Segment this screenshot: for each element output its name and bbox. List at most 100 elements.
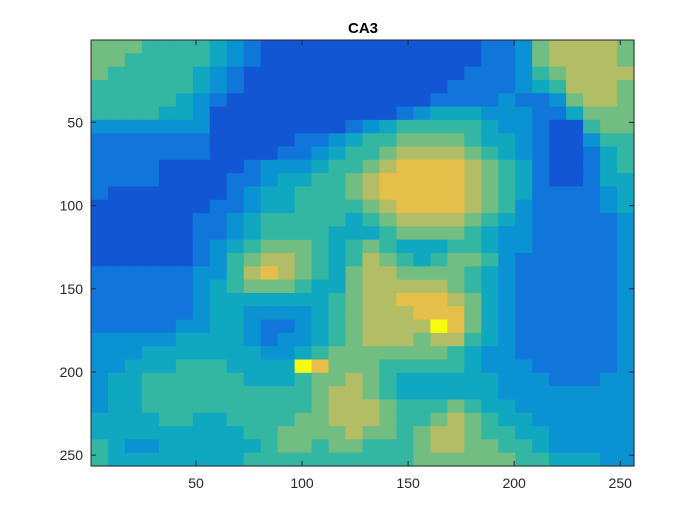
- heatmap-cell: [124, 292, 143, 307]
- heatmap-cell: [430, 452, 448, 467]
- heatmap-cell: [532, 319, 550, 334]
- heatmap-cell: [158, 146, 177, 161]
- heatmap-cell: [107, 239, 126, 254]
- heatmap-cell: [396, 40, 415, 54]
- heatmap-cell: [413, 359, 431, 374]
- heatmap-cell: [209, 133, 228, 148]
- heatmap-cell: [124, 359, 143, 374]
- heatmap-cell: [192, 306, 211, 321]
- heatmap-cell: [328, 79, 347, 94]
- heatmap-cell: [311, 279, 330, 294]
- heatmap-cell: [362, 452, 381, 467]
- heatmap-cell: [294, 106, 313, 121]
- heatmap-cell: [345, 386, 364, 401]
- heatmap-cell: [481, 346, 499, 361]
- heatmap-cell: [226, 146, 245, 161]
- heatmap-cell: [515, 226, 533, 241]
- heatmap-cell: [124, 213, 143, 227]
- heatmap-cell: [328, 93, 347, 108]
- heatmap-cell: [532, 372, 550, 387]
- heatmap-cell: [413, 40, 431, 54]
- heatmap-cell: [141, 173, 160, 188]
- heatmap-cell: [260, 412, 279, 427]
- heatmap-cell: [328, 159, 347, 174]
- heatmap-cell: [481, 452, 499, 467]
- heatmap-cell: [532, 279, 550, 294]
- heatmap-cell: [583, 119, 601, 134]
- heatmap-cell: [600, 159, 618, 174]
- heatmap-cell: [192, 53, 211, 68]
- heatmap-cell: [158, 186, 177, 201]
- heatmap-cell: [175, 40, 194, 54]
- heatmap-cell: [532, 452, 550, 467]
- heatmap-cell: [481, 186, 499, 201]
- heatmap-cell: [498, 199, 516, 214]
- heatmap-cell: [107, 359, 126, 374]
- heatmap-cell: [294, 439, 313, 454]
- heatmap-cell: [566, 359, 584, 374]
- heatmap-cell: [175, 79, 194, 94]
- heatmap-cell: [294, 372, 313, 387]
- heatmap-cell: [498, 332, 516, 347]
- heatmap-cell: [91, 199, 109, 214]
- heatmap-cell: [277, 213, 296, 227]
- heatmap-cell: [413, 186, 431, 201]
- heatmap-cell: [294, 292, 313, 307]
- heatmap-cell: [430, 79, 448, 94]
- heatmap-cell: [107, 452, 126, 467]
- heatmap-cell: [243, 173, 262, 188]
- heatmap-cell: [498, 106, 516, 121]
- heatmap-cell: [311, 266, 330, 281]
- heatmap-cell: [141, 253, 160, 267]
- heatmap-cell: [515, 199, 533, 214]
- heatmap-cell: [91, 93, 109, 108]
- heatmap-cell: [515, 66, 533, 81]
- heatmap-cell: [260, 119, 279, 134]
- heatmap-cell: [158, 359, 177, 374]
- heatmap-cell: [600, 53, 618, 68]
- heatmap-cell: [345, 40, 364, 54]
- heatmap-cell: [379, 106, 398, 121]
- heatmap-cell: [192, 119, 211, 134]
- heatmap-cell: [209, 159, 228, 174]
- heatmap-cell: [549, 439, 567, 454]
- heatmap-cell: [260, 159, 279, 174]
- heatmap-cell: [362, 199, 381, 214]
- heatmap-cell: [294, 40, 313, 54]
- heatmap-cell: [379, 173, 398, 188]
- heatmap-cell: [192, 292, 211, 307]
- heatmap-cell: [583, 266, 601, 281]
- heatmap-cell: [277, 226, 296, 241]
- heatmap-cell: [260, 226, 279, 241]
- heatmap-cell: [91, 146, 109, 161]
- heatmap-cell: [345, 186, 364, 201]
- heatmap-cell: [311, 412, 330, 427]
- heatmap-cell: [583, 346, 601, 361]
- heatmap-cell: [175, 53, 194, 68]
- heatmap-cell: [430, 292, 448, 307]
- heatmap-cell: [91, 79, 109, 94]
- heatmap-cell: [549, 426, 567, 440]
- heatmap-cell: [243, 66, 262, 81]
- heatmap-cell: [226, 426, 245, 440]
- heatmap-cell: [107, 426, 126, 440]
- heatmap-cell: [413, 226, 431, 241]
- heatmap-cell: [192, 226, 211, 241]
- heatmap-cell: [243, 332, 262, 347]
- heatmap-cell: [158, 239, 177, 254]
- heatmap-cell: [260, 439, 279, 454]
- heatmap-cell: [532, 239, 550, 254]
- heatmap-cell: [396, 452, 415, 467]
- heatmap-cell: [447, 372, 465, 387]
- heatmap-cell: [124, 412, 143, 427]
- heatmap-cell: [209, 253, 228, 267]
- heatmap-cell: [91, 40, 109, 54]
- heatmap-cell: [498, 226, 516, 241]
- heatmap-cell: [447, 292, 465, 307]
- heatmap-cell: [617, 213, 635, 227]
- heatmap-cell: [192, 346, 211, 361]
- heatmap-cell: [260, 146, 279, 161]
- heatmap-cell: [362, 226, 381, 241]
- heatmap-cell: [277, 266, 296, 281]
- heatmap-cell: [243, 412, 262, 427]
